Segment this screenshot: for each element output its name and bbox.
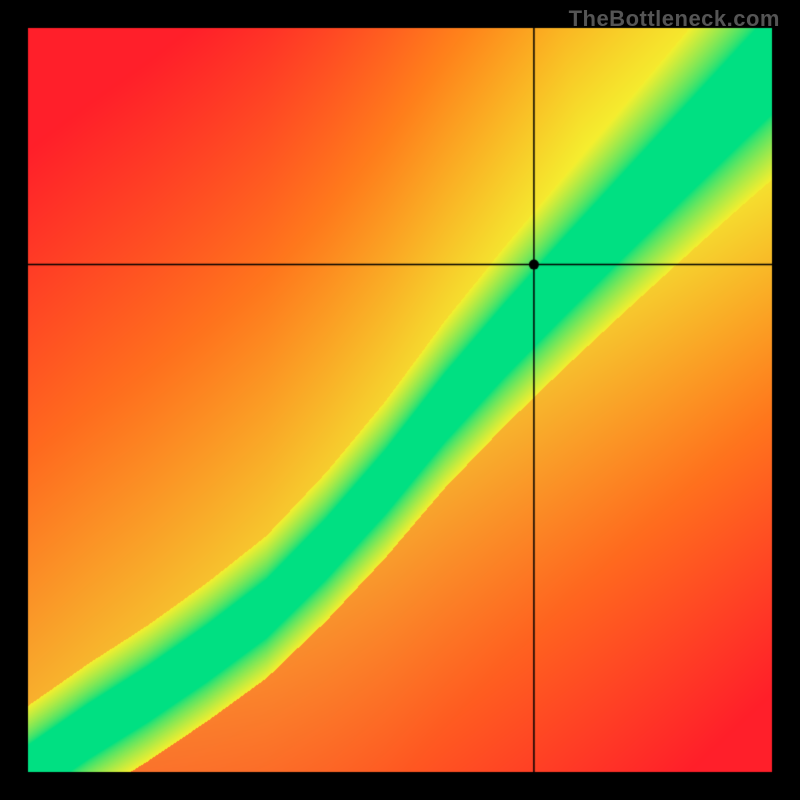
bottleneck-heatmap: [0, 0, 800, 800]
watermark-text: TheBottleneck.com: [569, 6, 780, 32]
